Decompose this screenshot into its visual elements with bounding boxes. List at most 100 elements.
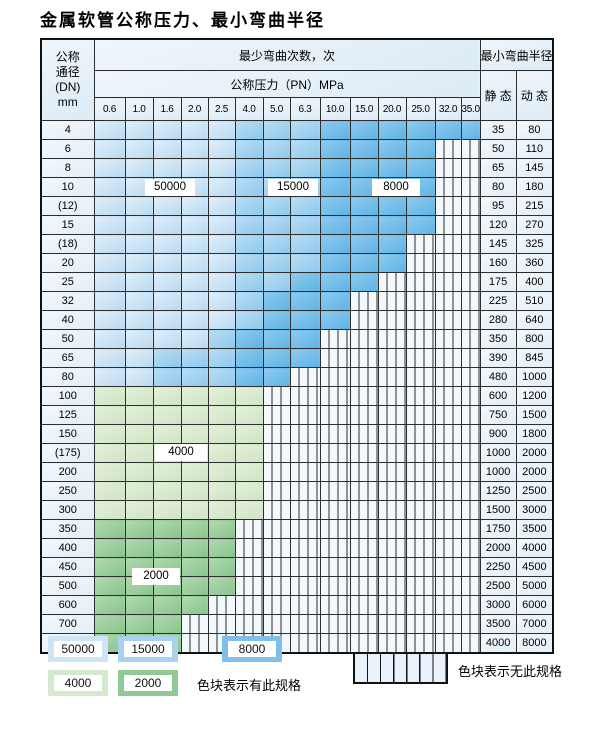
spec-cell-25.0: [405, 405, 436, 425]
spec-cell-5.0: [262, 443, 291, 463]
spec-cell-1.0: [124, 481, 154, 501]
dn-cell: 200: [40, 462, 95, 482]
dynamic-radius-cell: 7000: [515, 614, 554, 634]
spec-table-wrap: 公称 通径 (DN) mm 最少弯曲次数，次 最小弯曲半径 公称压力（PN）MP…: [40, 38, 555, 654]
spec-cell-2.0: [180, 215, 209, 235]
spec-cell-2.5: [207, 158, 236, 178]
spec-cell-6.3: [289, 120, 321, 140]
spec-cell-25.0: [405, 481, 436, 501]
spec-cell-35.0: [460, 291, 481, 311]
spec-cell-5.0: [262, 291, 291, 311]
spec-cell-20.0: [377, 348, 407, 368]
spec-cell-2.5: [207, 234, 236, 254]
spec-cell-35.0: [460, 177, 481, 197]
table-row: (175) 1000 2000: [40, 443, 554, 463]
dn-cell: (18): [40, 234, 95, 254]
dn-cell: 700: [40, 614, 95, 634]
spec-cell-1.0: [124, 367, 154, 387]
spec-cell-20.0: [377, 481, 407, 501]
spec-cell-1.0: [124, 120, 154, 140]
pressure-col: 1.6: [152, 97, 182, 121]
dynamic-radius-cell: 1800: [515, 424, 554, 444]
spec-cell-2.0: [180, 158, 209, 178]
pressure-col: 4.0: [234, 97, 264, 121]
pressure-col: 0.6: [93, 97, 126, 121]
spec-cell-4.0: [234, 519, 264, 539]
spec-cell-6.3: [289, 348, 321, 368]
spec-cell-2.5: [207, 557, 236, 577]
spec-cell-5.0: [262, 329, 291, 349]
pressure-col: 10.0: [319, 97, 351, 121]
table-row: (12) 95 215: [40, 196, 554, 216]
spec-cell-20.0: [377, 576, 407, 596]
dn-cell: 6: [40, 139, 95, 159]
spec-cell-32.0: [434, 443, 462, 463]
dn-header-line: mm: [57, 95, 78, 109]
spec-cell-15.0: [349, 576, 379, 596]
static-radius-cell: 65: [479, 158, 517, 178]
spec-cell-2.5: [207, 139, 236, 159]
legend-swatch-15000: 15000: [118, 636, 178, 662]
static-radius-cell: 175: [479, 272, 517, 292]
spec-cell-0.6: [93, 329, 126, 349]
spec-cell-2.5: [207, 215, 236, 235]
table-row: 65 390 845: [40, 348, 554, 368]
spec-cell-4.0: [234, 576, 264, 596]
table-row: 40 280 640: [40, 310, 554, 330]
dn-cell: 4: [40, 120, 95, 140]
legend-swatch-2000: 2000: [118, 670, 178, 696]
spec-cell-5.0: [262, 519, 291, 539]
spec-cell-15.0: [349, 633, 379, 654]
pressure-col: 2.5: [207, 97, 236, 121]
legend-label: 15000: [124, 641, 172, 657]
spec-cell-10.0: [319, 272, 351, 292]
spec-cell-6.3: [289, 386, 321, 406]
spec-cell-20.0: [377, 310, 407, 330]
spec-cell-5.0: [262, 348, 291, 368]
spec-cell-20.0: [377, 500, 407, 520]
spec-cell-35.0: [460, 386, 481, 406]
spec-cell-2.5: [207, 291, 236, 311]
cycle-count-label: 15000: [268, 179, 318, 196]
spec-cell-10.0: [319, 329, 351, 349]
static-radius-cell: 600: [479, 386, 517, 406]
static-radius-cell: 900: [479, 424, 517, 444]
static-radius-cell: 390: [479, 348, 517, 368]
table-row: 500 2500 5000: [40, 576, 554, 596]
spec-cell-5.0: [262, 557, 291, 577]
spec-cell-0.6: [93, 424, 126, 444]
dn-cell: 8: [40, 158, 95, 178]
spec-cell-35.0: [460, 405, 481, 425]
pressure-col: 25.0: [405, 97, 436, 121]
dynamic-radius-cell: 400: [515, 272, 554, 292]
dn-header: 公称 通径 (DN) mm: [40, 38, 95, 121]
legend-label: 4000: [54, 675, 102, 691]
table-body: 4 35 80 6 50 110 8 65 145 10 80 180 (12) 95 215 15 120 27…: [40, 120, 554, 654]
spec-cell-2.0: [180, 481, 209, 501]
spec-cell-25.0: [405, 139, 436, 159]
spec-cell-5.0: [262, 272, 291, 292]
spec-cell-25.0: [405, 576, 436, 596]
spec-cell-20.0: [377, 272, 407, 292]
spec-cell-35.0: [460, 348, 481, 368]
spec-cell-2.0: [180, 595, 209, 615]
spec-cell-1.6: [152, 196, 182, 216]
spec-cell-15.0: [349, 215, 379, 235]
spec-cell-5.0: [262, 234, 291, 254]
static-radius-cell: 2000: [479, 538, 517, 558]
spec-cell-20.0: [377, 595, 407, 615]
spec-cell-32.0: [434, 196, 462, 216]
spec-cell-1.0: [124, 253, 154, 273]
dn-cell: 600: [40, 595, 95, 615]
spec-cell-1.0: [124, 405, 154, 425]
spec-cell-6.3: [289, 253, 321, 273]
spec-cell-20.0: [377, 196, 407, 216]
spec-cell-1.6: [152, 215, 182, 235]
spec-cell-5.0: [262, 614, 291, 634]
spec-cell-6.3: [289, 424, 321, 444]
spec-cell-35.0: [460, 519, 481, 539]
spec-cell-4.0: [234, 272, 264, 292]
spec-cell-32.0: [434, 291, 462, 311]
spec-cell-35.0: [460, 557, 481, 577]
spec-cell-4.0: [234, 481, 264, 501]
